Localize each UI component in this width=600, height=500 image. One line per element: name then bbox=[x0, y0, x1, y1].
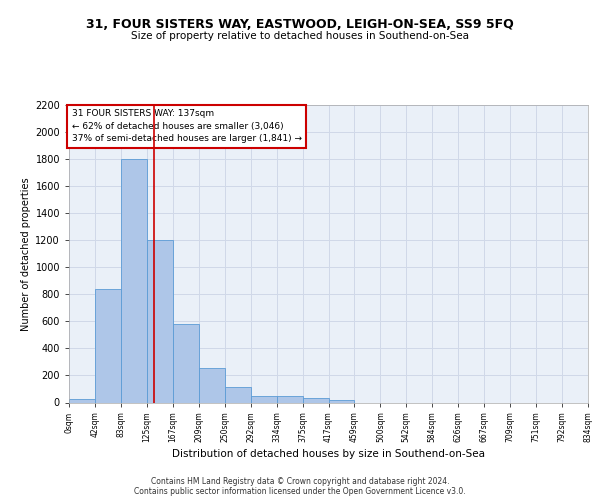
Bar bbox=[329, 400, 355, 402]
Bar bbox=[225, 387, 251, 402]
Text: Contains HM Land Registry data © Crown copyright and database right 2024.
Contai: Contains HM Land Registry data © Crown c… bbox=[134, 476, 466, 496]
Bar bbox=[69, 399, 95, 402]
Text: 31, FOUR SISTERS WAY, EASTWOOD, LEIGH-ON-SEA, SS9 5FQ: 31, FOUR SISTERS WAY, EASTWOOD, LEIGH-ON… bbox=[86, 18, 514, 30]
Text: 31 FOUR SISTERS WAY: 137sqm
← 62% of detached houses are smaller (3,046)
37% of : 31 FOUR SISTERS WAY: 137sqm ← 62% of det… bbox=[71, 110, 302, 144]
X-axis label: Distribution of detached houses by size in Southend-on-Sea: Distribution of detached houses by size … bbox=[172, 450, 485, 460]
Bar bbox=[95, 289, 121, 403]
Bar bbox=[199, 368, 224, 402]
Bar bbox=[121, 159, 147, 402]
Bar bbox=[277, 396, 302, 402]
Bar bbox=[302, 398, 329, 402]
Y-axis label: Number of detached properties: Number of detached properties bbox=[21, 177, 31, 330]
Bar bbox=[173, 324, 199, 402]
Bar bbox=[251, 396, 277, 402]
Text: Size of property relative to detached houses in Southend-on-Sea: Size of property relative to detached ho… bbox=[131, 31, 469, 41]
Bar bbox=[147, 240, 173, 402]
